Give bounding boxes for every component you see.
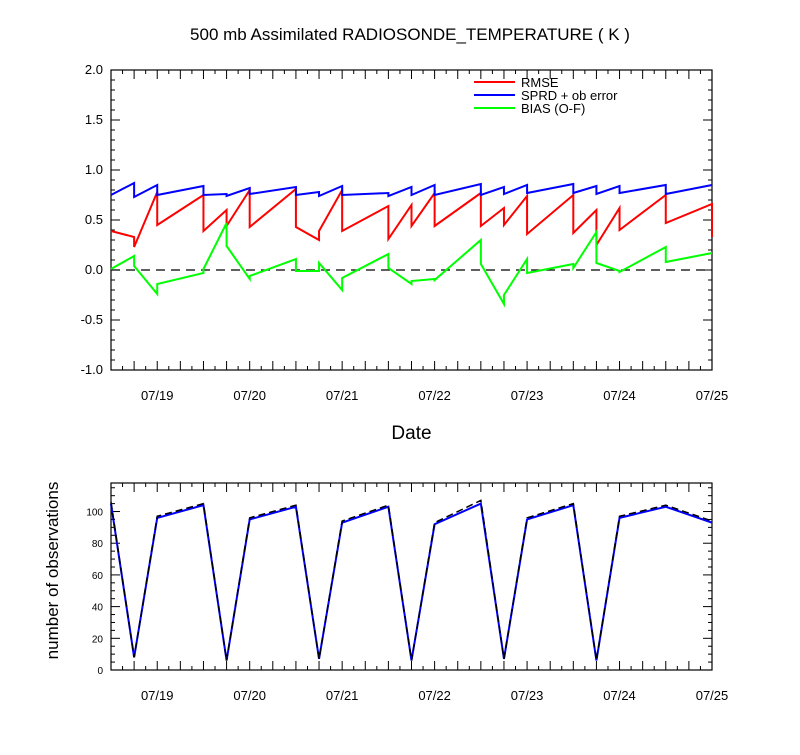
x-tick-label: 07/25 [696, 688, 729, 703]
series-line-sprd-ob-error [110, 181, 713, 199]
y-tick-label: 60 [92, 571, 104, 582]
legend-entry: BIAS (O-F) [521, 101, 585, 116]
y-tick-label: 40 [92, 603, 104, 614]
y-axis-label: number of observations [43, 482, 62, 660]
y-tick-label: 0 [97, 666, 103, 677]
chart-title: 500 mb Assimilated RADIOSONDE_TEMPERATUR… [190, 25, 630, 44]
x-tick-label: 07/24 [603, 388, 636, 403]
series-line-dashed-1 [110, 499, 713, 661]
top-chart: -1.0 -0.5 0.0 0.5 1.0 1.5 2.0 07/19 07/20 07/21 07… [81, 62, 729, 444]
series-line-rmse [110, 186, 713, 249]
x-tick-label: 07/19 [141, 688, 174, 703]
legend-entry: RMSE [521, 75, 559, 90]
x-tick-label: 07/21 [326, 388, 359, 403]
bottom-chart: 0 20 40 60 80 100 07/19 07/20 07/21 07/22 07/23 07/… [43, 482, 728, 703]
plot-frame [110, 482, 713, 671]
y-tick-label: -0.5 [81, 312, 103, 327]
x-tick-label: 07/25 [696, 388, 729, 403]
x-tick-label: 07/21 [326, 688, 359, 703]
x-tick-label: 07/22 [418, 688, 451, 703]
series-line-solid-0 [110, 502, 713, 661]
y-tick-label: 1.5 [85, 112, 103, 127]
y-tick-label: 100 [86, 508, 103, 519]
legend-entry: SPRD + ob error [521, 88, 618, 103]
y-tick-label: 20 [92, 634, 104, 645]
x-tick-label: 07/23 [511, 688, 544, 703]
x-tick-label: 07/19 [141, 388, 174, 403]
x-axis-label: Date [391, 423, 431, 444]
x-tick-label: 07/20 [233, 388, 266, 403]
x-tick-label: 07/24 [603, 688, 636, 703]
y-tick-label: 1.0 [85, 162, 103, 177]
y-tick-label: 80 [92, 539, 104, 550]
x-tick-label: 07/20 [233, 688, 266, 703]
x-tick-label: 07/22 [418, 388, 451, 403]
y-tick-label: -1.0 [81, 362, 103, 377]
x-tick-label: 07/23 [511, 388, 544, 403]
y-tick-label: 0.5 [85, 212, 103, 227]
y-tick-label: 0.0 [85, 262, 103, 277]
series-line-bias-o-f [110, 222, 713, 308]
y-tick-label: 2.0 [85, 62, 103, 77]
